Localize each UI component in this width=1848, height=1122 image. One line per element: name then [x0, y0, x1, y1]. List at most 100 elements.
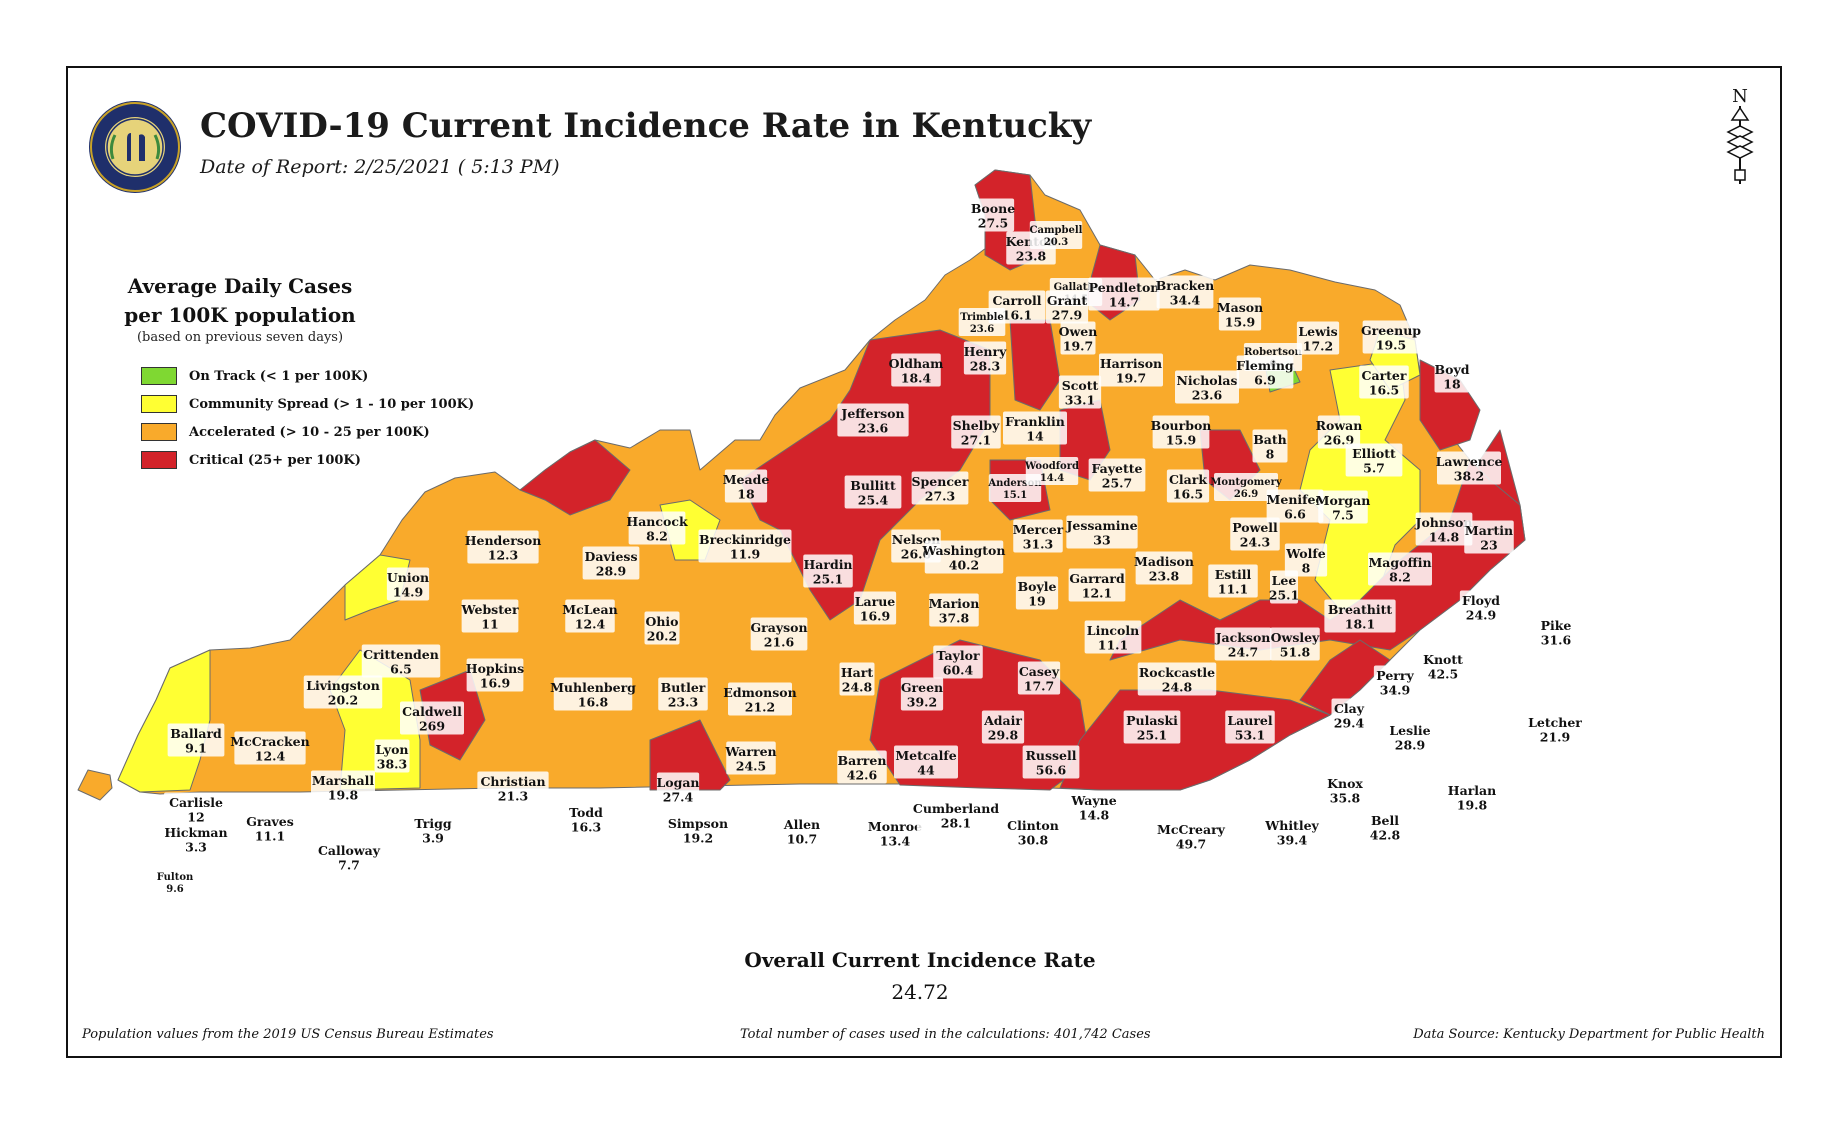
county-name: Marshall: [312, 773, 374, 788]
county-rate: 12.1: [1082, 586, 1112, 601]
county-label-background: [1373, 665, 1417, 699]
county-name: Grayson: [750, 620, 807, 635]
county-label-background: [1270, 627, 1320, 661]
county-label-background: [1437, 451, 1501, 485]
county-name: Boone: [971, 201, 1015, 216]
county-label-background: [477, 771, 549, 805]
county-name: Logan: [656, 775, 699, 790]
legend-swatch: [141, 367, 177, 385]
county-name: Knox: [1327, 776, 1363, 791]
county-label-background: [1296, 321, 1340, 355]
county-name: Henderson: [465, 533, 542, 548]
legend-label: Community Spread (> 1 - 10 per 100K): [189, 396, 475, 412]
legend-title-line1: Average Daily Cases: [127, 274, 353, 298]
county-label-background: [1137, 662, 1217, 696]
county-rate: 42.6: [847, 768, 878, 783]
county-rate: 35.8: [1330, 791, 1361, 806]
county-rate: 10.7: [787, 832, 817, 847]
county-rate: 19: [1028, 594, 1045, 609]
county-name: Lyon: [375, 742, 408, 757]
county-label-background: [1058, 375, 1102, 409]
county-rate: 56.6: [1036, 763, 1067, 778]
county-name: Letcher: [1528, 715, 1582, 730]
county-rate: 40.2: [949, 558, 979, 573]
county-rate: 16.1: [1002, 308, 1032, 323]
county-rate: 28.3: [970, 359, 1000, 374]
county-rate: 19.7: [1063, 339, 1093, 354]
county-rate: 33: [1093, 533, 1110, 548]
county-label-background: [1362, 320, 1420, 354]
county-rate: 27.1: [961, 433, 991, 448]
county-name: Carroll: [992, 293, 1041, 308]
county-rate: 7.5: [1332, 508, 1354, 523]
map-frame: [66, 66, 1782, 1058]
footer-case-total: Total number of cases used in the calcul…: [740, 1027, 1151, 1042]
legend-label: Accelerated (> 10 - 25 per 100K): [189, 424, 430, 440]
county-name: Ohio: [645, 614, 678, 629]
county-rate: 27.5: [978, 216, 1008, 231]
county-rate: 14.4: [1040, 473, 1064, 484]
county-label-background: [1099, 353, 1163, 387]
county-label-background: [929, 593, 979, 627]
county-rate: 24.9: [1466, 608, 1496, 623]
county-rate: 18.4: [901, 371, 932, 386]
county-label-background: [1214, 627, 1272, 661]
legend-swatch: [141, 395, 177, 413]
county-label-background: [582, 546, 640, 580]
county-name: Adair: [983, 713, 1022, 728]
legend-swatch: [141, 423, 177, 441]
county-rate: 24.5: [736, 759, 766, 774]
county-label-background: [837, 750, 887, 784]
county-rate: 12.4: [575, 617, 606, 632]
county-rate: 15.9: [1166, 433, 1196, 448]
county-label-background: [1266, 489, 1324, 523]
county-rate: 51.8: [1280, 645, 1311, 660]
county-rate: 39.4: [1277, 833, 1308, 848]
county-rate: 12.4: [255, 749, 286, 764]
county-name: Leslie: [1389, 723, 1430, 738]
county-label-background: [951, 415, 1001, 449]
county-label-background: [1230, 517, 1280, 551]
county-name: Edmonson: [723, 685, 796, 700]
legend-item-community: Community Spread (> 1 - 10 per 100K): [141, 394, 474, 414]
footer-data-source: Data Source: Kentucky Department for Pub…: [1413, 1027, 1765, 1042]
county-label-background: [644, 611, 680, 645]
county-name: McCracken: [230, 734, 309, 749]
county-rate: 8.2: [646, 529, 668, 544]
county-rate: 16.9: [860, 609, 890, 624]
county-rate: 14: [1026, 429, 1044, 444]
county-name: Morgan: [1316, 493, 1371, 508]
county-label-background: [167, 822, 225, 856]
county-name: Graves: [246, 814, 294, 829]
county-name: Hickman: [164, 825, 227, 840]
county-label-background: [568, 802, 604, 836]
county-label-background: [1088, 458, 1146, 492]
county-name: Franklin: [1005, 414, 1065, 429]
county-label-background: [724, 469, 768, 503]
county-name: Crittenden: [363, 647, 439, 662]
county-label-background: [1208, 564, 1258, 598]
county-rate: 19.7: [1116, 371, 1146, 386]
legend-swatch: [141, 451, 177, 469]
